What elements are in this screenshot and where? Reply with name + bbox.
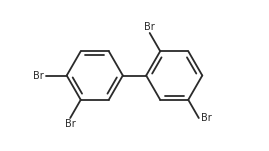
- Text: Br: Br: [33, 71, 43, 80]
- Text: Br: Br: [144, 22, 155, 32]
- Text: Br: Br: [65, 119, 76, 129]
- Text: Br: Br: [201, 113, 212, 123]
